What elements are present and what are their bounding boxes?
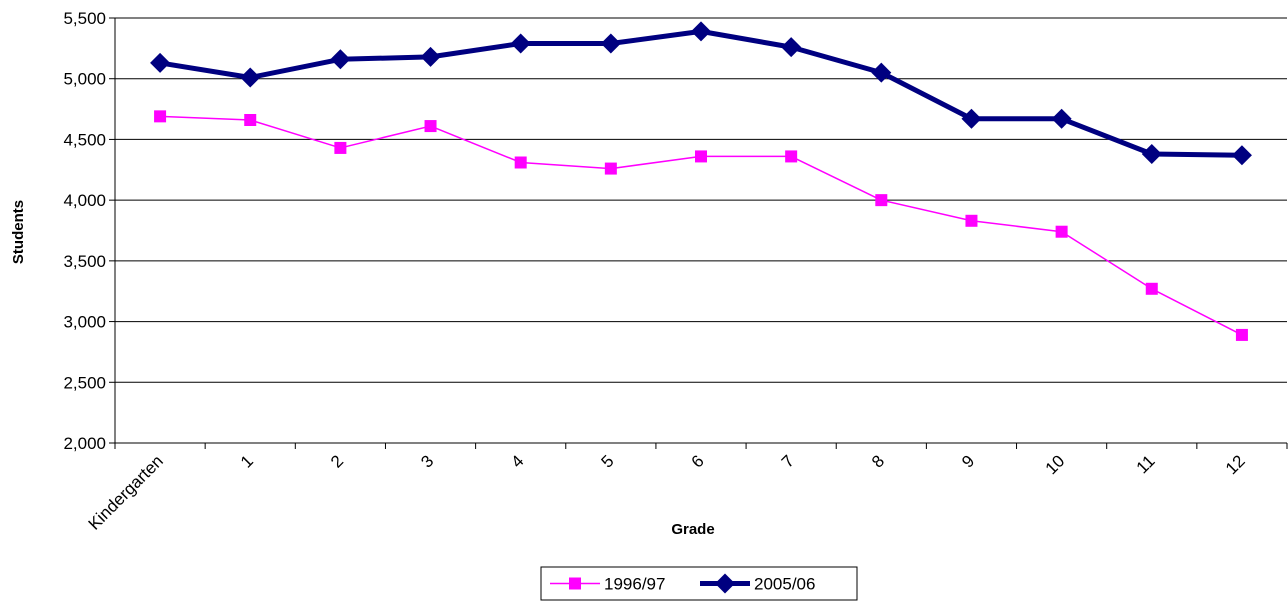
data-point: [1051, 108, 1072, 129]
data-point: [875, 194, 888, 207]
data-point: [604, 162, 617, 175]
data-point: [695, 150, 707, 163]
x-tick-label: 9: [958, 451, 978, 471]
y-tick-label: 4,500: [63, 130, 106, 149]
y-tick-label: 3,000: [63, 313, 106, 332]
data-point: [785, 150, 798, 163]
data-point: [420, 46, 441, 67]
data-point: [1235, 328, 1248, 341]
data-point: [691, 21, 711, 42]
data-point: [1145, 282, 1158, 295]
data-point: [871, 62, 892, 83]
data-point: [244, 114, 257, 126]
legend-label: 2005/06: [754, 575, 815, 594]
x-tick-label: 10: [1042, 451, 1069, 478]
legend-marker: [569, 577, 581, 590]
gridlines: [115, 17, 1287, 383]
x-tick-label: 3: [417, 451, 437, 471]
series-line-2005-06: [159, 28, 1242, 158]
x-tick-label: 11: [1133, 451, 1159, 477]
data-point: [334, 141, 347, 154]
y-tick-label: 5,000: [63, 70, 106, 89]
x-tick-label: 7: [778, 451, 798, 471]
x-tick-label: 4: [507, 451, 527, 471]
x-tick-label: 6: [688, 451, 708, 471]
x-tick-label: 1: [237, 451, 257, 471]
data-point: [330, 49, 351, 70]
series-line-1996-97: [160, 115, 1243, 336]
y-axis-title: Students: [10, 200, 27, 264]
data-point: [961, 108, 982, 129]
series-group: [150, 21, 1252, 341]
data-point: [424, 120, 437, 133]
axes: [114, 18, 1287, 444]
y-tick-label: 5,500: [63, 9, 106, 28]
legend-marker: [715, 573, 735, 594]
data-point: [1231, 145, 1252, 166]
data-point: [510, 33, 531, 54]
x-tick-label: Kindergarten: [85, 451, 167, 533]
data-point: [154, 110, 167, 123]
y-tick-label: 3,500: [63, 252, 106, 271]
y-tick-label: 2,500: [63, 373, 106, 392]
y-tick-label: 2,000: [63, 434, 106, 453]
x-tick-label: 2: [327, 451, 347, 471]
x-tick-label: 8: [868, 451, 888, 471]
data-point: [965, 214, 978, 227]
legend-label: 1996/97: [604, 575, 665, 594]
data-point: [600, 33, 621, 54]
y-axis-ticks: 2,000 2,500 3,000 3,500 4,000 4,500 5,000 5,500: [63, 9, 115, 453]
data-point: [240, 67, 261, 88]
data-point: [781, 37, 802, 58]
x-tick-label: 12: [1222, 451, 1249, 478]
y-tick-label: 4,000: [63, 191, 106, 210]
data-point: [150, 52, 171, 73]
x-tick-label: 5: [598, 451, 618, 471]
legend: 1996/97 2005/06: [540, 566, 858, 601]
data-point: [1055, 225, 1068, 238]
data-point: [1141, 144, 1162, 164]
x-axis-title: Grade: [671, 521, 714, 538]
data-point: [514, 156, 527, 169]
